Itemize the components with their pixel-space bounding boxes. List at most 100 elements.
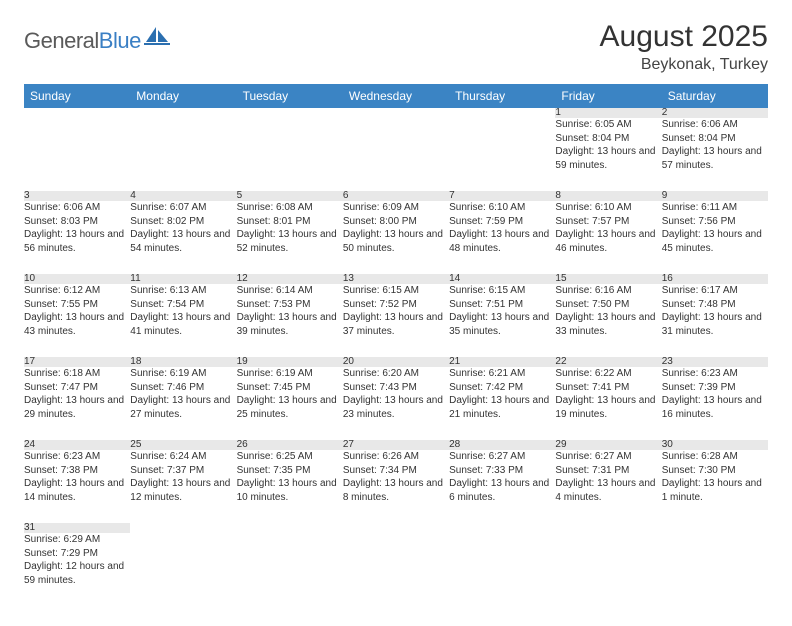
day-number-cell: 11	[130, 274, 236, 284]
day-number-cell: 3	[24, 191, 130, 201]
day-number-cell: 7	[449, 191, 555, 201]
sunrise-label: Sunrise:	[343, 202, 380, 213]
sunrise-label: Sunrise:	[237, 451, 274, 462]
sunset-value: 7:54 PM	[167, 299, 204, 310]
sunset-label: Sunset:	[130, 216, 164, 227]
sunset-value: 7:37 PM	[167, 465, 204, 476]
day-info-cell: Sunrise: 6:05 AMSunset: 8:04 PMDaylight:…	[555, 118, 661, 191]
day-number-cell	[237, 108, 343, 118]
day-info-cell: Sunrise: 6:06 AMSunset: 8:04 PMDaylight:…	[662, 118, 768, 191]
sunrise-value: 6:05 AM	[595, 119, 632, 130]
sunset-label: Sunset:	[343, 299, 377, 310]
sunset-label: Sunset:	[130, 465, 164, 476]
daylight-label: Daylight:	[449, 229, 488, 240]
day-info-cell: Sunrise: 6:19 AMSunset: 7:46 PMDaylight:…	[130, 367, 236, 440]
day-info-cell: Sunrise: 6:15 AMSunset: 7:52 PMDaylight:…	[343, 284, 449, 357]
sunset-label: Sunset:	[130, 299, 164, 310]
sunrise-line: Sunrise: 6:09 AM	[343, 201, 449, 215]
sunrise-value: 6:21 AM	[489, 368, 526, 379]
daynum-row: 3456789	[24, 191, 768, 201]
sunrise-label: Sunrise:	[449, 285, 486, 296]
day-number-cell: 25	[130, 440, 236, 450]
day-info-cell: Sunrise: 6:22 AMSunset: 7:41 PMDaylight:…	[555, 367, 661, 440]
sunset-line: Sunset: 8:00 PM	[343, 215, 449, 229]
sunset-line: Sunset: 7:33 PM	[449, 464, 555, 478]
sunrise-value: 6:14 AM	[276, 285, 313, 296]
day-info-cell	[237, 118, 343, 191]
sunrise-value: 6:23 AM	[63, 451, 100, 462]
sunrise-value: 6:22 AM	[595, 368, 632, 379]
daylight-line: Daylight: 13 hours and 59 minutes.	[555, 145, 661, 172]
sunrise-label: Sunrise:	[555, 119, 592, 130]
sunset-label: Sunset:	[24, 548, 58, 559]
sunrise-value: 6:06 AM	[701, 119, 738, 130]
daylight-line: Daylight: 13 hours and 14 minutes.	[24, 477, 130, 504]
day-number-cell	[24, 108, 130, 118]
sunset-value: 8:04 PM	[592, 133, 629, 144]
daynum-row: 17181920212223	[24, 357, 768, 367]
daynum-row: 10111213141516	[24, 274, 768, 284]
sunset-line: Sunset: 7:35 PM	[237, 464, 343, 478]
sunrise-line: Sunrise: 6:26 AM	[343, 450, 449, 464]
sunrise-line: Sunrise: 6:05 AM	[555, 118, 661, 132]
sunrise-label: Sunrise:	[130, 285, 167, 296]
day-info-cell: Sunrise: 6:17 AMSunset: 7:48 PMDaylight:…	[662, 284, 768, 357]
day-number-cell: 1	[555, 108, 661, 118]
sunrise-label: Sunrise:	[662, 285, 699, 296]
daynum-row: 31	[24, 523, 768, 533]
sunset-line: Sunset: 7:42 PM	[449, 381, 555, 395]
sunset-line: Sunset: 7:52 PM	[343, 298, 449, 312]
sunrise-value: 6:19 AM	[276, 368, 313, 379]
daynum-row: 24252627282930	[24, 440, 768, 450]
daynum-row: 12	[24, 108, 768, 118]
sunrise-label: Sunrise:	[130, 202, 167, 213]
weekday-header: Wednesday	[343, 84, 449, 108]
title-block: August 2025 Beykonak, Turkey	[600, 20, 768, 74]
daylight-label: Daylight:	[130, 395, 169, 406]
daylight-line: Daylight: 13 hours and 41 minutes.	[130, 311, 236, 338]
day-info-cell	[343, 533, 449, 606]
day-number-cell: 30	[662, 440, 768, 450]
day-number-cell: 26	[237, 440, 343, 450]
sunrise-line: Sunrise: 6:18 AM	[24, 367, 130, 381]
day-info-cell	[449, 118, 555, 191]
sunrise-label: Sunrise:	[343, 451, 380, 462]
day-info-cell: Sunrise: 6:10 AMSunset: 7:59 PMDaylight:…	[449, 201, 555, 274]
daylight-label: Daylight:	[24, 229, 63, 240]
sunrise-line: Sunrise: 6:24 AM	[130, 450, 236, 464]
day-number-cell	[449, 108, 555, 118]
day-info-cell: Sunrise: 6:14 AMSunset: 7:53 PMDaylight:…	[237, 284, 343, 357]
daylight-line: Daylight: 13 hours and 54 minutes.	[130, 228, 236, 255]
sunset-value: 7:57 PM	[592, 216, 629, 227]
sunset-value: 7:50 PM	[592, 299, 629, 310]
sunrise-label: Sunrise:	[237, 202, 274, 213]
sunrise-value: 6:12 AM	[63, 285, 100, 296]
calendar-table: Sunday Monday Tuesday Wednesday Thursday…	[24, 84, 768, 606]
daylight-label: Daylight:	[24, 561, 63, 572]
day-number-cell	[237, 523, 343, 533]
sunrise-value: 6:16 AM	[595, 285, 632, 296]
daylight-label: Daylight:	[449, 478, 488, 489]
sunrise-value: 6:09 AM	[382, 202, 419, 213]
weekday-header: Friday	[555, 84, 661, 108]
day-info-cell: Sunrise: 6:23 AMSunset: 7:38 PMDaylight:…	[24, 450, 130, 523]
weekday-header: Saturday	[662, 84, 768, 108]
daylight-line: Daylight: 13 hours and 8 minutes.	[343, 477, 449, 504]
sunset-line: Sunset: 7:51 PM	[449, 298, 555, 312]
sunrise-line: Sunrise: 6:10 AM	[555, 201, 661, 215]
sunrise-line: Sunrise: 6:15 AM	[343, 284, 449, 298]
sunrise-line: Sunrise: 6:25 AM	[237, 450, 343, 464]
sunset-line: Sunset: 7:59 PM	[449, 215, 555, 229]
sunset-label: Sunset:	[24, 465, 58, 476]
sunset-value: 7:30 PM	[698, 465, 735, 476]
day-info-cell	[24, 118, 130, 191]
daylight-line: Daylight: 13 hours and 45 minutes.	[662, 228, 768, 255]
daylight-line: Daylight: 13 hours and 43 minutes.	[24, 311, 130, 338]
day-number-cell	[662, 523, 768, 533]
day-info-cell: Sunrise: 6:15 AMSunset: 7:51 PMDaylight:…	[449, 284, 555, 357]
logo: GeneralBlue	[24, 28, 170, 54]
day-info-cell	[130, 533, 236, 606]
daylight-label: Daylight:	[555, 146, 594, 157]
sunset-label: Sunset:	[555, 299, 589, 310]
sunrise-label: Sunrise:	[343, 285, 380, 296]
